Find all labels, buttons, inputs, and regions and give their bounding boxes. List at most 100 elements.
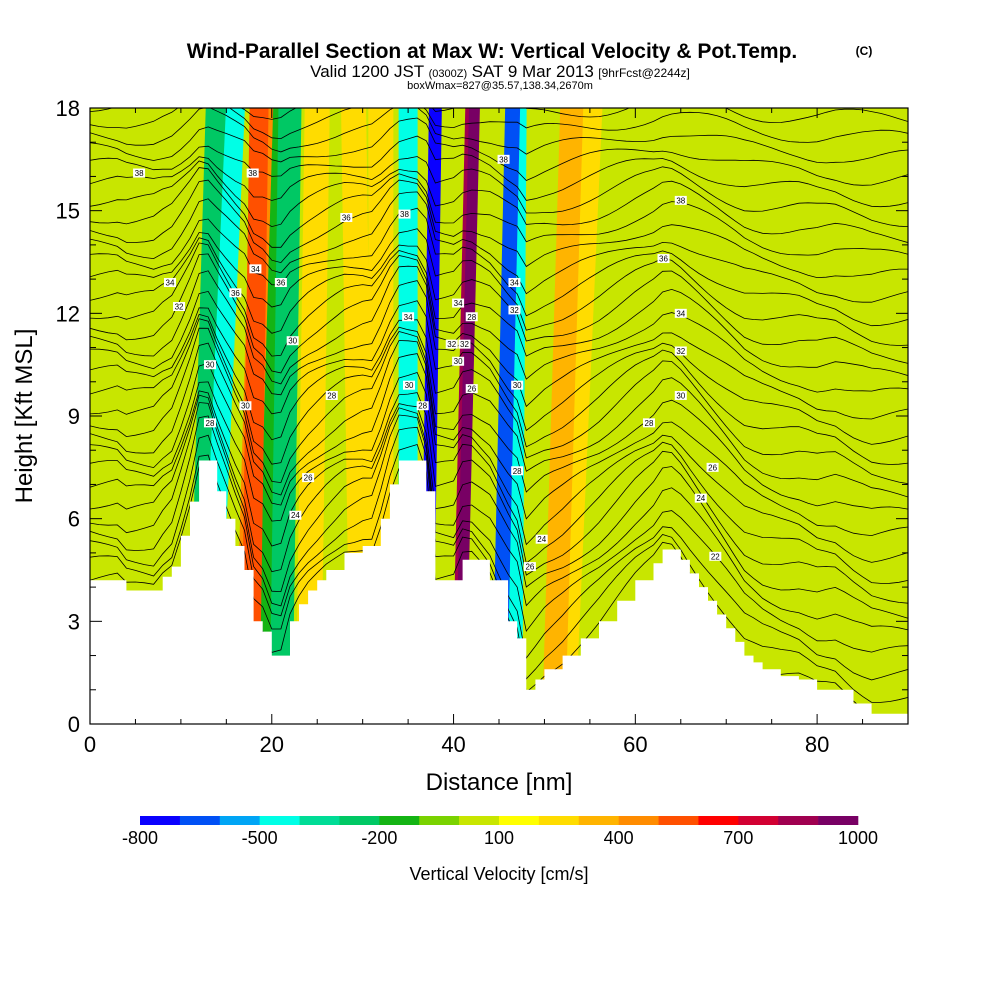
y-tick-label-18: 18 [56,96,80,121]
theta-contour-10 [90,327,908,510]
theta-label-32: 38 [674,195,687,205]
theta-label-40: 22 [709,551,722,561]
theta-label-16: 34 [402,312,415,322]
colorbar-tick--500: -500 [242,828,278,848]
theta-label-text-18: 28 [418,402,427,411]
theta-label-13: 28 [325,390,338,400]
theta-label-38: 26 [706,462,719,472]
theta-contour-25 [90,156,908,227]
theta-label-text-25: 38 [499,155,508,164]
plot-area: 38 34 32 30 28 36 30 38 34 36 30 26 24 28 36 38 34 30 28 32… [90,108,908,724]
theta-contour-16 [90,253,908,393]
colorbar-tick--800: -800 [122,828,158,848]
theta-contour-24 [90,160,908,243]
x-axis-label: Distance [nm] [426,769,573,796]
colorbar-swatch-1 [179,816,221,825]
theta-label-8: 34 [249,264,262,274]
theta-label-text-2: 32 [175,302,184,311]
theta-label-text-28: 30 [513,381,522,390]
theta-label-text-1: 34 [166,279,175,288]
theta-label-26: 34 [508,278,521,288]
theta-contour-7 [90,372,908,584]
theta-labels-layer: 38 34 32 30 28 36 30 38 34 36 30 26 24 28 36 38 34 30 28 32… [133,154,722,572]
theta-label-5: 36 [229,288,242,298]
x-tick-label-0: 0 [84,732,96,757]
theta-label-18: 28 [416,401,429,411]
w-band-16 [454,108,480,724]
theta-label-19: 32 [445,339,458,349]
theta-contour-19 [90,228,908,346]
forecast-info: [9hrFcst@2244z] [598,66,690,80]
theta-label-text-39: 24 [696,494,705,503]
boxmax-info: boxWmax=827@35.57,138.34,2670m [407,80,593,92]
theta-label-28: 30 [511,380,524,390]
colorbar-tick-1000: 1000 [838,828,878,848]
theta-label-11: 26 [302,473,315,483]
colorbar-swatch-2 [219,816,260,825]
theta-label-17: 30 [403,380,416,390]
colorbar-tick--200: -200 [361,828,397,848]
theta-label-1: 34 [163,278,176,288]
theta-label-29: 28 [511,466,524,476]
theta-label-22: 32 [458,339,471,349]
theta-contour-4 [90,402,908,631]
theta-label-25: 38 [497,154,510,164]
theta-contour-3 [90,414,908,653]
theta-contour-22 [90,179,908,279]
terrain [90,460,908,724]
y-tick-label-9: 9 [68,404,80,429]
theta-label-text-30: 24 [537,535,546,544]
theta-label-text-36: 30 [676,391,685,400]
colorbar-swatch-13 [658,816,699,825]
theta-label-39: 24 [694,493,707,503]
theta-label-4: 28 [203,418,216,428]
theta-label-24: 26 [465,384,478,394]
theta-label-text-38: 26 [708,463,717,472]
theta-contour-2 [90,426,908,681]
theta-label-3: 30 [203,360,216,370]
theta-contour-12 [90,313,908,484]
theta-label-text-4: 28 [206,419,215,428]
valid-prefix: Valid 1200 JST [310,62,424,81]
theta-label-14: 36 [340,213,353,223]
w-band-7 [542,108,584,724]
theta-label-text-31: 26 [525,563,534,572]
theta-label-text-35: 32 [676,347,685,356]
colorbar-swatch-6 [379,816,420,825]
colorbar: -800 -500 -200 100 400 700 1000 [122,816,878,848]
theta-label-text-37: 28 [645,419,654,428]
theta-label-35: 32 [674,346,687,356]
w-band-13 [491,108,521,724]
colorbar-swatch-7 [419,816,460,825]
theta-contour-14 [90,280,908,445]
colorbar-swatch-14 [698,816,739,825]
copyright-mark: (C) [856,44,873,58]
theta-contour-28 [90,108,908,164]
theta-label-7: 38 [246,168,259,178]
x-tick-label-40: 40 [441,732,465,757]
theta-label-30: 24 [535,534,548,544]
theta-contour-8 [90,353,908,563]
colorbar-swatch-8 [459,816,500,825]
theta-label-text-15: 38 [400,210,409,219]
theta-label-text-8: 34 [251,265,260,274]
theta-label-2: 32 [173,301,186,311]
valid-time-line: Valid 1200 JST (0300Z) SAT 9 Mar 2013 [9… [310,62,690,81]
theta-label-6: 30 [239,401,252,411]
theta-label-10: 30 [286,336,299,346]
theta-label-text-13: 28 [327,391,336,400]
colorbar-swatch-11 [578,816,619,825]
theta-label-text-22: 32 [460,340,469,349]
colorbar-label: Vertical Velocity [cm/s] [409,864,588,884]
theta-label-text-29: 28 [513,467,522,476]
theta-label-text-27: 32 [510,306,519,315]
theta-label-23: 28 [465,312,478,322]
theta-label-0: 38 [133,168,146,178]
colorbar-swatch-10 [538,816,580,825]
colorbar-tick-400: 400 [604,828,634,848]
x-tick-label-80: 80 [805,732,829,757]
theta-contour-15 [90,265,908,420]
theta-label-34: 34 [674,308,687,318]
